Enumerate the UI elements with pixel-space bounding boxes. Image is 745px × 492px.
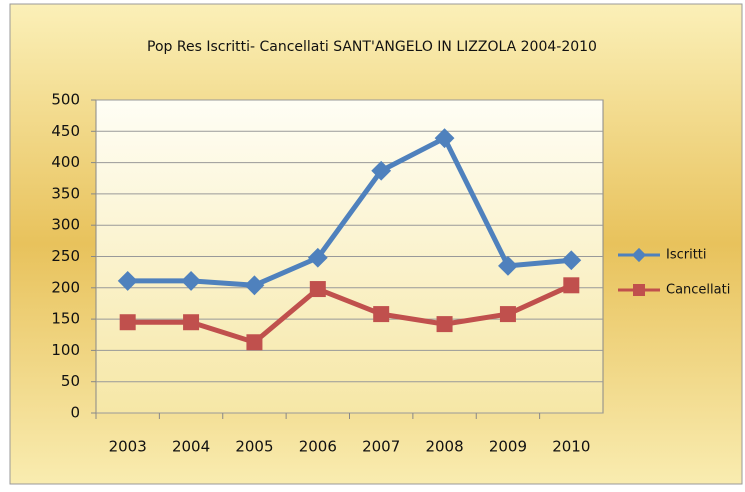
y-tick-label: 0 xyxy=(70,404,80,422)
marker xyxy=(246,334,263,351)
legend-marker xyxy=(633,284,645,296)
legend: Iscritti Cancellati xyxy=(618,248,730,298)
marker xyxy=(244,275,265,296)
marker xyxy=(498,255,518,276)
marker xyxy=(117,271,138,291)
y-tick-label: 350 xyxy=(51,184,80,202)
series-line xyxy=(127,135,572,288)
marker xyxy=(373,306,390,323)
x-tick-label: 2009 xyxy=(489,438,527,456)
marker xyxy=(119,314,136,331)
marker xyxy=(371,160,392,181)
y-tick-label: 500 xyxy=(51,91,80,109)
legend-label: Iscritti xyxy=(666,248,707,263)
y-tick-label: 450 xyxy=(51,122,80,140)
legend-label: Cancellati xyxy=(666,283,730,298)
x-tick-label: 2006 xyxy=(299,438,337,456)
marker xyxy=(563,277,580,294)
marker xyxy=(434,128,455,149)
legend-marker xyxy=(631,247,647,263)
x-tick-label: 2008 xyxy=(425,438,463,456)
y-tick-label: 400 xyxy=(51,153,80,171)
marker xyxy=(309,281,326,298)
marker xyxy=(181,271,201,291)
y-tick-label: 50 xyxy=(61,372,80,390)
marker xyxy=(561,250,582,271)
marker xyxy=(499,306,516,323)
y-tick-label: 200 xyxy=(51,278,80,296)
x-tick-label: 2007 xyxy=(362,438,400,456)
x-tick-label: 2005 xyxy=(235,438,273,456)
marker xyxy=(307,247,328,268)
marker xyxy=(183,314,200,331)
y-tick-label: 150 xyxy=(51,310,80,328)
y-tick-label: 300 xyxy=(51,216,80,234)
y-tick-label: 100 xyxy=(51,341,80,359)
marker xyxy=(436,316,453,333)
series-line xyxy=(127,283,573,345)
chart-title: Pop Res Iscritti- Cancellati SANT'ANGELO… xyxy=(147,39,597,55)
x-tick-label: 2010 xyxy=(552,438,590,456)
y-tick-label: 250 xyxy=(51,247,80,265)
x-tick-label: 2004 xyxy=(172,438,210,456)
x-tick-label: 2003 xyxy=(109,438,147,456)
